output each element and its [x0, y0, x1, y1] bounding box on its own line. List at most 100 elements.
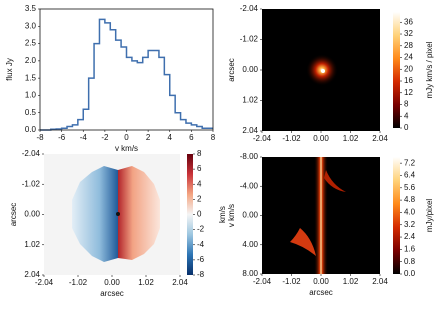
colorbar-tick-label: 4 [404, 111, 409, 120]
pv-wisp-upper [324, 170, 346, 192]
x-tick-label: 2.04 [372, 134, 388, 143]
x-tick-label: 1.02 [138, 278, 154, 287]
x-tick-label: -6 [58, 133, 66, 142]
colorbar-tick-label: 24 [404, 53, 413, 62]
y-tick-label: -1.02 [240, 35, 259, 44]
flux-line [40, 18, 213, 131]
colorbar [187, 154, 193, 275]
y-tick-label: 0.5 [25, 108, 37, 117]
y-tick-label: -8.00 [240, 152, 259, 161]
colorbar-tick-label: 4.8 [404, 195, 416, 204]
colorbar-tick-label: 4 [197, 179, 202, 188]
colorbar-label: mJy km/s / pixel [425, 41, 434, 98]
x-tick-label: 0.00 [313, 134, 329, 143]
x-tick-label: -1.02 [282, 277, 301, 286]
colorbar-tick-label: 2.4 [404, 232, 416, 241]
pv-streak [314, 157, 328, 274]
x-tick-label: 2.04 [172, 278, 188, 287]
colorbar-tick-label: 2 [197, 194, 202, 203]
y-tick-label: 1.02 [242, 96, 258, 105]
y-tick-label: 1.5 [25, 73, 37, 82]
y-tick-label: 3.0 [25, 21, 37, 30]
colorbar-tick-label: 1.6 [404, 244, 416, 253]
x-tick-label: -1.02 [69, 278, 88, 287]
colorbar-tick-label: 6.4 [404, 171, 416, 180]
receding-side [118, 166, 160, 260]
x-tick-label: -1.02 [282, 134, 301, 143]
x-tick-label: -2.04 [35, 278, 54, 287]
emission-core [321, 69, 325, 73]
colorbar-tick-label: -4 [197, 240, 205, 249]
y-tick-label: 8.00 [242, 269, 258, 278]
colorbar-tick-label: -8 [197, 270, 205, 279]
y-tick-label: 3.5 [25, 4, 37, 13]
y-tick-label: -1.02 [22, 179, 41, 188]
y-tick-label: 2.04 [24, 270, 40, 279]
x-tick-label: 0.00 [104, 278, 120, 287]
x-tick-label: -2.04 [253, 134, 272, 143]
panel: 0.0 0.8 1.6 2.4 3.2 4.0 4.8 5.6 6.4 7.2 mJy/pixel -… [227, 152, 434, 297]
x-tick-label: -8 [36, 133, 44, 142]
x-tick-label: 8 [211, 133, 216, 142]
y-tick-label: 2.0 [25, 56, 37, 65]
panel: 0 4 8 12 16 20 24 28 32 36 mJy km/s / pixel -2.04 -1… [227, 4, 434, 143]
y-tick-label: 1.02 [24, 240, 40, 249]
y-tick-label: -2.04 [240, 4, 259, 13]
x-tick-label: 2 [146, 133, 151, 142]
colorbar-tick-label: 0.8 [404, 257, 416, 266]
y-axis-label: arcsec [227, 58, 236, 82]
colorbar-tick-label: 16 [404, 76, 413, 85]
x-tick-label: 0.00 [313, 277, 329, 286]
approaching-side [72, 166, 118, 262]
y-axis-label: arcsec [9, 203, 18, 227]
y-tick-label: 4.00 [242, 240, 258, 249]
x-tick-label: 2.04 [372, 277, 388, 286]
colorbar-tick-label: 36 [404, 17, 413, 26]
x-tick-label: -2.04 [253, 277, 272, 286]
x-axis-label: arcsec [309, 288, 333, 297]
colorbar-tick-label: 4.0 [404, 208, 416, 217]
x-tick-label: 6 [189, 133, 194, 142]
x-tick-label: 4 [168, 133, 173, 142]
colorbar-tick-label: 6 [197, 164, 202, 173]
colorbar-tick-label: 32 [404, 29, 413, 38]
colorbar-tick-label: 0.0 [404, 269, 416, 278]
colorbar [393, 157, 400, 274]
y-tick-label: -4.00 [240, 181, 259, 190]
x-tick-label: -4 [80, 133, 88, 142]
colorbar-tick-label: 0 [404, 123, 409, 132]
pv-wisp-lower [290, 228, 316, 256]
colorbar-tick-label: 12 [404, 88, 413, 97]
y-axis-label: flux Jy [5, 58, 14, 81]
y-tick-label: 0.00 [24, 210, 40, 219]
center [116, 212, 120, 216]
y-axis-label: v km/s [227, 204, 236, 227]
y-tick-label: 0.0 [25, 125, 37, 134]
colorbar-tick-label: -2 [197, 225, 205, 234]
colorbar-tick-label: 7.2 [404, 158, 416, 167]
panel: -8 -6 -4 -2 0 2 4 6 8 0.0 0.5 1.0 1.5 2.0 2.5 3.0 3.5 v k… [5, 4, 216, 153]
x-tick-label: -2 [101, 133, 109, 142]
y-tick-label: 2.5 [25, 39, 37, 48]
colorbar-label: mJy/pixel [425, 199, 434, 233]
colorbar-tick-label: 8 [197, 149, 202, 158]
axes-frame [39, 8, 214, 131]
x-tick-label: 1.02 [343, 134, 359, 143]
y-tick-label: 1.0 [25, 91, 37, 100]
colorbar-tick-label: 20 [404, 64, 413, 73]
colorbar-tick-label: -6 [197, 255, 205, 264]
x-tick-label: 1.02 [343, 277, 359, 286]
colorbar-tick-label: 5.6 [404, 183, 416, 192]
x-axis-label: arcsec [100, 289, 124, 298]
y-tick-label: 2.04 [242, 126, 258, 135]
colorbar-label: km/s [218, 206, 227, 223]
x-axis-label: v km/s [115, 144, 138, 153]
y-tick-label: -2.04 [22, 149, 41, 158]
x-tick-label: 0 [124, 133, 129, 142]
colorbar [393, 12, 400, 128]
y-tick-label: 0.00 [242, 65, 258, 74]
colorbar-tick-label: 3.2 [404, 220, 416, 229]
